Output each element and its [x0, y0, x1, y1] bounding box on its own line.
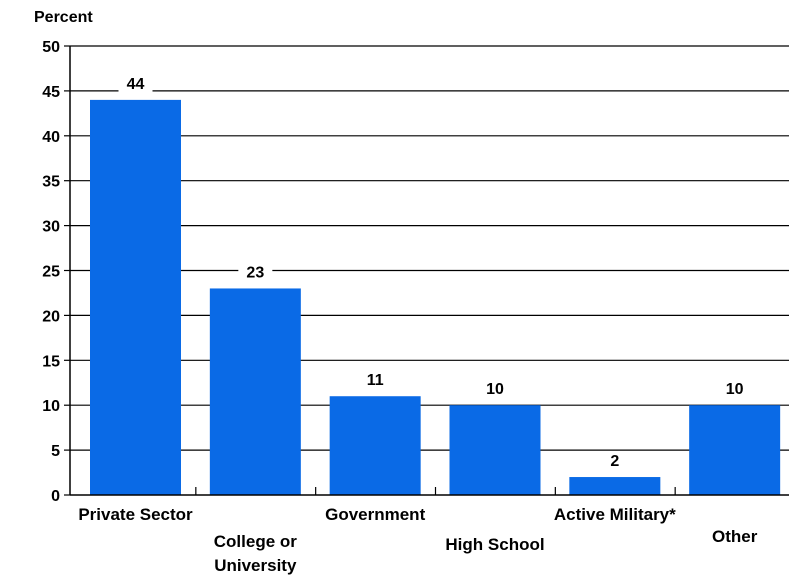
y-tick-label: 25 [42, 264, 60, 281]
y-tick-label: 35 [42, 174, 60, 191]
bar [329, 396, 421, 495]
bar [449, 405, 541, 495]
data-labels: 44 23 11 10 2 10 [118, 73, 752, 472]
y-tick-label: 10 [42, 398, 60, 415]
bar [90, 99, 181, 495]
y-tick-label: 30 [42, 219, 60, 236]
data-label-background [478, 379, 512, 400]
y-tick-label: 40 [42, 129, 60, 146]
bar [209, 288, 301, 495]
gridlines [70, 45, 789, 451]
y-axis-label: Percent [34, 9, 93, 26]
category-label: College or [214, 532, 298, 551]
category-labels: Private Sector College or University Govern… [78, 505, 757, 575]
data-label-background [118, 73, 153, 94]
bars [90, 99, 781, 495]
category-label: Other [712, 527, 758, 546]
bar [569, 477, 661, 495]
category-label: Government [325, 505, 425, 524]
y-tick-label: 50 [42, 39, 60, 56]
bar [689, 405, 781, 495]
y-tick-label: 5 [51, 443, 60, 460]
y-tick-label: 20 [42, 308, 60, 325]
data-label: 10 [726, 381, 744, 398]
data-label-background [358, 370, 393, 391]
y-tick-label: 0 [51, 488, 60, 505]
data-label-background [717, 379, 752, 400]
data-label: 10 [486, 381, 504, 398]
y-tick-label: 15 [42, 353, 60, 370]
category-label: High School [445, 535, 544, 554]
data-label: 44 [127, 76, 145, 93]
category-label: Private Sector [78, 505, 193, 524]
data-label: 11 [367, 372, 384, 389]
category-label: Active Military* [554, 505, 676, 524]
y-tick-labels: 0 5 10 15 20 25 30 35 40 45 50 [42, 39, 60, 505]
category-label: University [214, 556, 297, 575]
data-label: 2 [610, 453, 619, 470]
data-label: 23 [246, 264, 264, 281]
data-label-background [238, 262, 273, 283]
data-label-background [602, 451, 627, 472]
axes [64, 45, 789, 496]
y-tick-label: 45 [42, 84, 60, 101]
